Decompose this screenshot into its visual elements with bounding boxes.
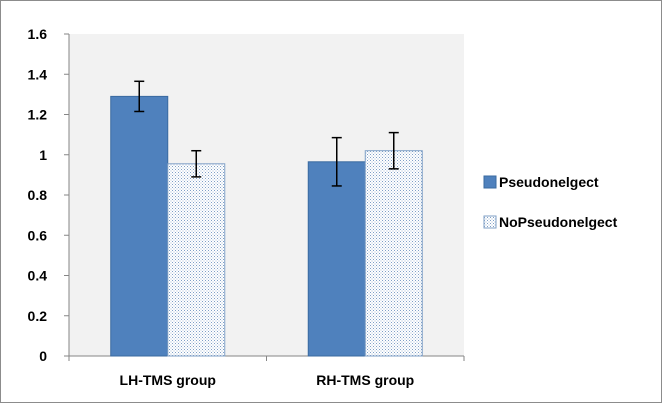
legend-swatch-pseudonelgect bbox=[483, 175, 497, 189]
y-tick-label: 1.4 bbox=[28, 66, 48, 82]
x-category-label: RH-TMS group bbox=[316, 372, 414, 388]
x-category-label: LH-TMS group bbox=[120, 372, 216, 388]
bar-pseudonelgect bbox=[307, 161, 366, 357]
bar-nopseudonelgect bbox=[167, 163, 226, 357]
legend-swatch-nopseudonelgect bbox=[483, 215, 497, 229]
y-tick-label: 0.4 bbox=[28, 268, 48, 284]
y-tick-label: 0.8 bbox=[28, 187, 48, 203]
y-tick-label: 1 bbox=[39, 147, 47, 163]
y-tick-label: 0 bbox=[39, 348, 47, 364]
y-tick-label: 1.2 bbox=[28, 107, 48, 123]
bar-pseudonelgect bbox=[110, 95, 169, 357]
legend-label-pseudonelgect: Pseudonelgect bbox=[499, 174, 599, 190]
y-tick-label: 0.6 bbox=[28, 227, 48, 243]
y-tick-label: 0.2 bbox=[28, 308, 48, 324]
bar-nopseudonelgect bbox=[364, 150, 423, 357]
y-tick-label: 1.6 bbox=[28, 26, 48, 42]
legend-label-nopseudonelgect: NoPseudonelgect bbox=[499, 214, 618, 230]
